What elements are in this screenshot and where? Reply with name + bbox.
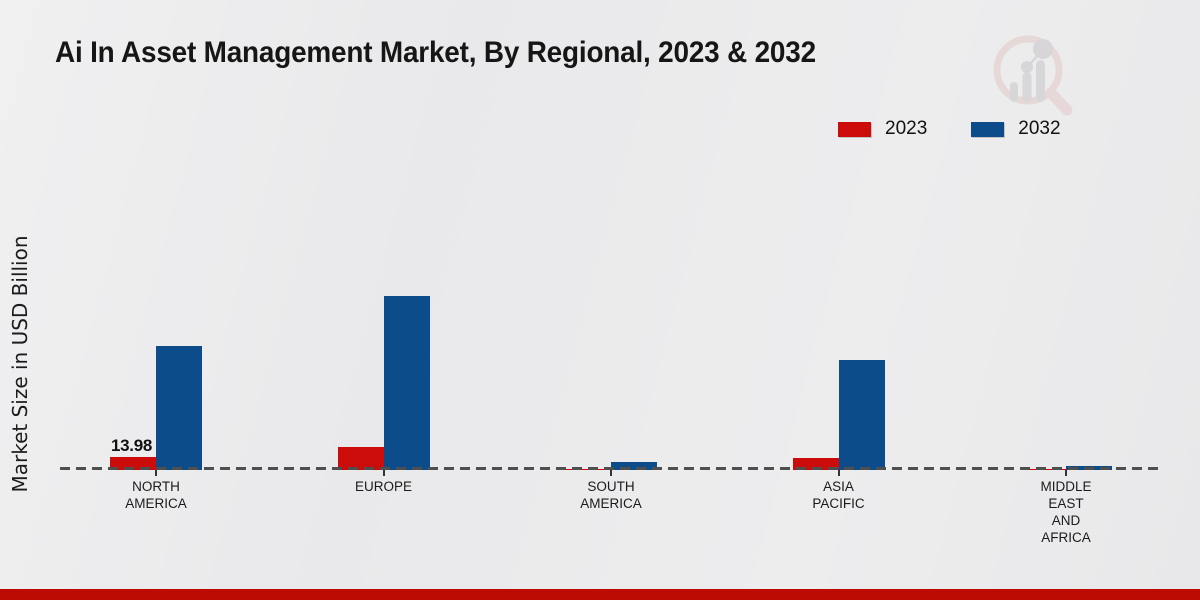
x-axis-category-label-asia-pacific: ASIA PACIFIC [812,479,865,511]
magnifier-bar-chart-watermark-icon [993,35,1073,116]
bar-2032-south-america [611,462,657,470]
bar-2032-asia-pacific [838,360,885,470]
x-axis-tick [610,470,612,476]
legend-item-2023: 2023 [838,118,927,140]
bar-value-label: 13.98 [111,436,153,455]
x-axis-category-label-middle-east-and-africa: MIDDLE EAST AND AFRICA [1040,479,1092,545]
bar-2023-europe [337,447,384,470]
x-axis-tick [382,470,385,476]
legend-swatch-icon [971,121,1005,137]
x-axis-category-label-europe: EUROPE [354,479,412,494]
legend-label: 2032 [1018,118,1061,139]
x-axis-tick [1065,470,1067,476]
bar-2032-north-america [156,346,202,470]
legend: 2023 2032 [838,118,1061,140]
legend-label: 2023 [885,118,928,139]
footer-accent-bar [0,589,1200,600]
bar-2023-north-america [110,457,156,470]
x-axis-category-label-north-america: NORTH AMERICA [125,479,187,511]
x-axis-category-label-south-america: SOUTH AMERICA [580,479,642,511]
legend-swatch-icon [838,121,871,137]
x-axis-baseline [60,467,1162,470]
x-axis-tick [155,470,157,476]
legend-item-2032: 2032 [971,118,1061,140]
bar-2032-europe [383,296,430,470]
chart-title: Ai In Asset Management Market, By Region… [55,36,816,69]
x-axis-tick [837,470,840,476]
